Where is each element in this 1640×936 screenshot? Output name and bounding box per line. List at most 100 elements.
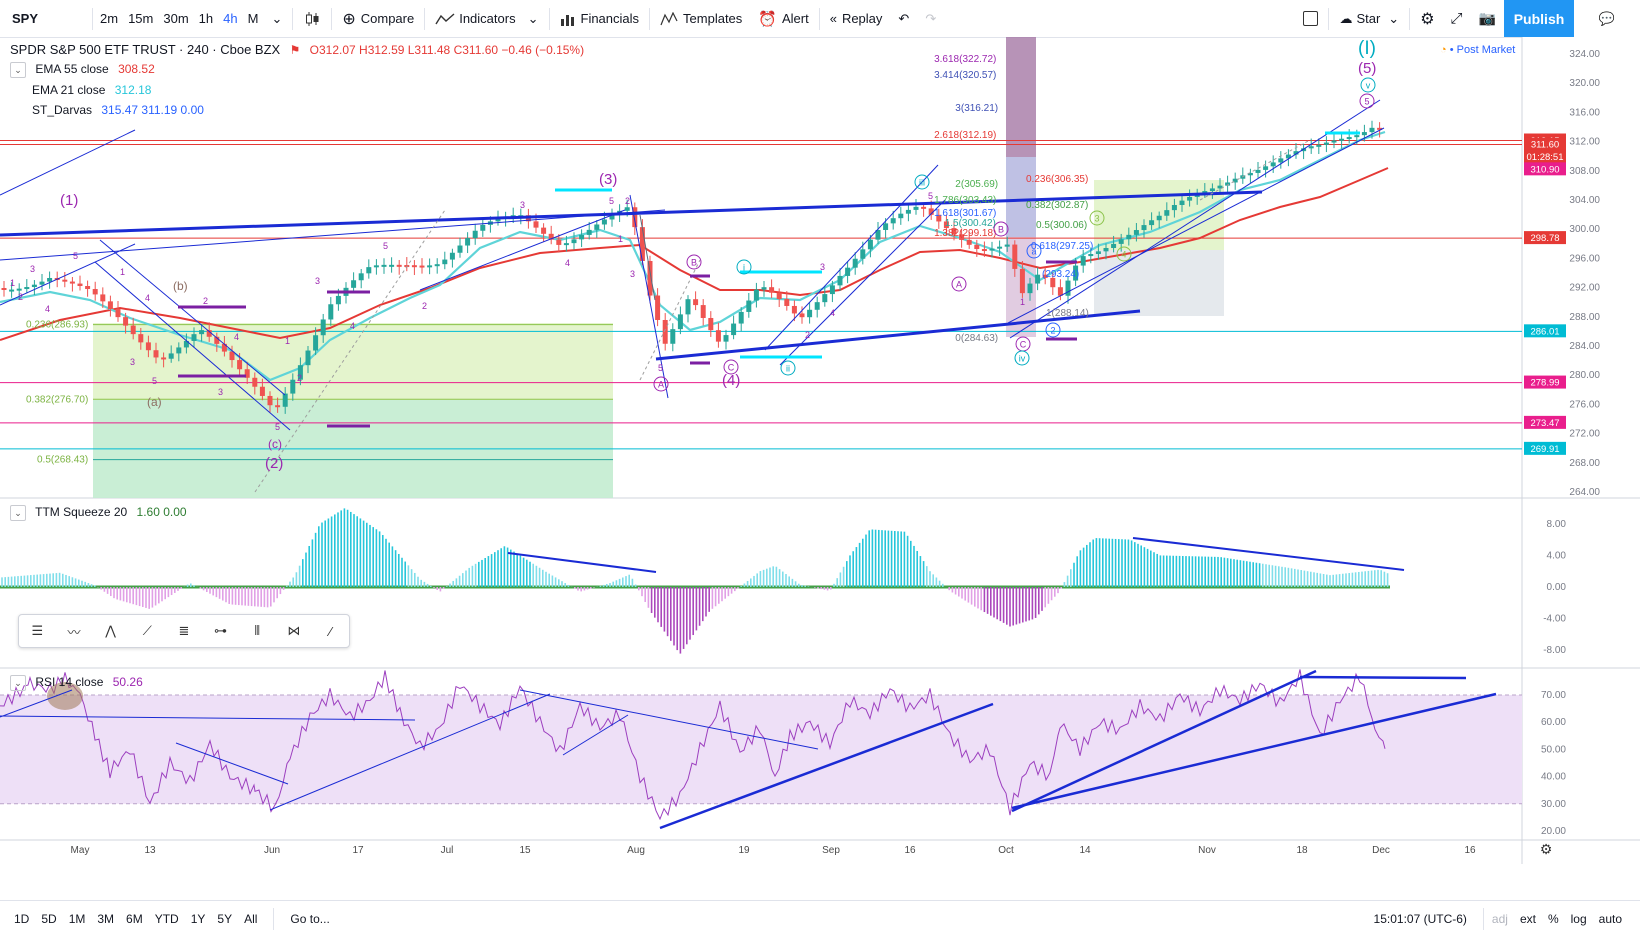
- price-tick: 308.00: [1569, 166, 1600, 177]
- plus-circle-icon: ⊕: [342, 10, 356, 28]
- candle-body: [176, 347, 182, 354]
- moving-averages: [0, 130, 1389, 382]
- range-6m[interactable]: 6M: [126, 911, 143, 926]
- symbol-search[interactable]: SPY: [12, 11, 39, 26]
- indicators-button[interactable]: Indicators ⌄: [427, 0, 546, 37]
- time-tick: Jul: [441, 845, 454, 856]
- wave-label: (4): [722, 372, 740, 389]
- ttm-tick: 0.00: [1547, 582, 1567, 593]
- snapshot-button[interactable]: 📷: [1471, 0, 1504, 37]
- trendline: [0, 243, 136, 306]
- undo-button[interactable]: ↶: [890, 0, 917, 37]
- range-1m[interactable]: 1M: [68, 911, 86, 926]
- fib-mid-label: 3(316.21): [955, 103, 998, 114]
- rsi-line: [0, 669, 1386, 821]
- wave-icon[interactable]: 〰: [67, 624, 81, 640]
- star-button[interactable]: ☁ Star ⌄: [1331, 0, 1407, 37]
- fib-icon[interactable]: ≣: [178, 623, 190, 638]
- auto-toggle[interactable]: auto: [1598, 911, 1622, 926]
- range-all[interactable]: All: [244, 911, 258, 926]
- redo-button[interactable]: ↷: [917, 0, 944, 37]
- alert-button[interactable]: ⏰ Alert: [750, 0, 816, 37]
- ema21-legend[interactable]: EMA 21 close 312.18: [32, 83, 151, 97]
- candle-body: [31, 284, 37, 288]
- candle-body: [214, 336, 220, 344]
- candle-body: [579, 234, 585, 240]
- price-label-text: 298.78: [1530, 233, 1559, 244]
- bars-icon[interactable]: ⫴: [254, 623, 260, 638]
- timeframe-1h[interactable]: 1h: [198, 11, 214, 26]
- range-1d[interactable]: 1D: [14, 911, 30, 926]
- candle-body: [677, 314, 683, 330]
- separator: [818, 7, 820, 30]
- hlines-icon[interactable]: ☰: [31, 623, 44, 638]
- templates-button[interactable]: Templates: [652, 0, 750, 37]
- percent-toggle[interactable]: %: [1547, 911, 1559, 926]
- pattern-icon[interactable]: ⋈: [287, 623, 301, 638]
- range-ytd[interactable]: YTD: [154, 911, 179, 926]
- clock-time[interactable]: 15:01:07 (UTC-6): [1373, 911, 1467, 926]
- chart-canvas[interactable]: 0.236(286.93) 0.382(276.70) 0.5(268.43) 3.6…: [0, 37, 1640, 882]
- price-tick: 296.00: [1569, 253, 1600, 264]
- candle-body: [1149, 220, 1155, 226]
- darvas-legend[interactable]: ST_Darvas 315.47 311.19 0.00: [32, 103, 204, 117]
- ttm-histogram: [0, 508, 1405, 654]
- candle-body: [1247, 172, 1253, 176]
- fullscreen-toggle[interactable]: [1295, 0, 1326, 37]
- financials-button[interactable]: Financials: [552, 0, 648, 37]
- candle-body: [465, 238, 471, 246]
- log-toggle[interactable]: log: [1570, 911, 1587, 926]
- timeframe-dropdown[interactable]: ⌄: [263, 0, 290, 37]
- drawing-toolbar: ☰ 〰 ⋀ ⟋ ≣ ⊶ ⫴ ⋈ ∕: [18, 614, 350, 648]
- line-icon[interactable]: ∕: [329, 623, 332, 639]
- wave-circle-label: v: [1366, 81, 1371, 91]
- abc-wave-icon[interactable]: ⋀: [105, 623, 116, 638]
- fib-right-label: 0.5(300.06): [1036, 220, 1087, 231]
- ttm-legend[interactable]: ⌄ TTM Squeeze 20 1.60 0.00: [10, 505, 187, 521]
- post-market-badge[interactable]: ◔ • Post Market: [1440, 44, 1515, 56]
- adj-toggle[interactable]: adj: [1491, 911, 1508, 926]
- timeframe-30m[interactable]: 30m: [163, 11, 189, 26]
- fib-zone-blue: [1006, 157, 1036, 237]
- ema55-legend[interactable]: ⌄ EMA 55 close 308.52: [10, 62, 155, 78]
- hline-icon[interactable]: ⊶: [214, 623, 228, 638]
- replay-button[interactable]: « Replay: [822, 0, 891, 37]
- range-1y[interactable]: 1Y: [190, 911, 206, 926]
- time-tick: 16: [904, 845, 916, 856]
- chart-type-button[interactable]: [295, 0, 329, 37]
- collapse-legend-icon[interactable]: ⌄: [10, 62, 26, 78]
- range-5d[interactable]: 5D: [41, 911, 57, 926]
- collapse-legend-icon[interactable]: ⌄: [10, 505, 26, 521]
- candle-body: [594, 224, 600, 230]
- fullscreen-button[interactable]: ⤢: [1443, 0, 1471, 37]
- wave-count: 5: [928, 191, 933, 201]
- rsi-legend[interactable]: ⌄ RSI 14 close 50.26: [10, 675, 143, 691]
- rsi-trendline: [0, 689, 73, 718]
- ext-toggle[interactable]: ext: [1519, 911, 1536, 926]
- candle-body: [1080, 256, 1086, 266]
- timeframe-15m[interactable]: 15m: [128, 11, 154, 26]
- timeframe-month[interactable]: M: [247, 11, 259, 26]
- timeframe-2m[interactable]: 2m: [100, 11, 119, 26]
- collapse-legend-icon[interactable]: ⌄: [10, 675, 26, 691]
- wave-circle: [1116, 246, 1132, 262]
- rsi-tick: 50.00: [1541, 744, 1566, 755]
- rsi-trendline: [659, 702, 994, 830]
- compare-button[interactable]: ⊕ Compare: [334, 0, 422, 37]
- candle-body: [123, 317, 129, 326]
- fib-zone-purple-dark: [1006, 37, 1036, 157]
- path-icon[interactable]: ⟋: [142, 623, 152, 638]
- candle-body: [419, 265, 425, 268]
- range-5y[interactable]: 5Y: [217, 911, 233, 926]
- wave-circle-label: 5: [1364, 97, 1369, 107]
- wave-count: 5: [152, 376, 157, 386]
- settings-button[interactable]: ⚙: [1412, 0, 1442, 37]
- chat-button[interactable]: 💬: [1574, 0, 1640, 37]
- range-3m[interactable]: 3M: [97, 911, 115, 926]
- timeframe-4h[interactable]: 4h: [223, 11, 238, 26]
- candle-body: [1156, 215, 1162, 221]
- candle-body: [769, 287, 775, 293]
- candle-body: [738, 311, 744, 324]
- goto-button[interactable]: Go to...: [290, 911, 330, 926]
- publish-button[interactable]: Publish: [1504, 0, 1574, 37]
